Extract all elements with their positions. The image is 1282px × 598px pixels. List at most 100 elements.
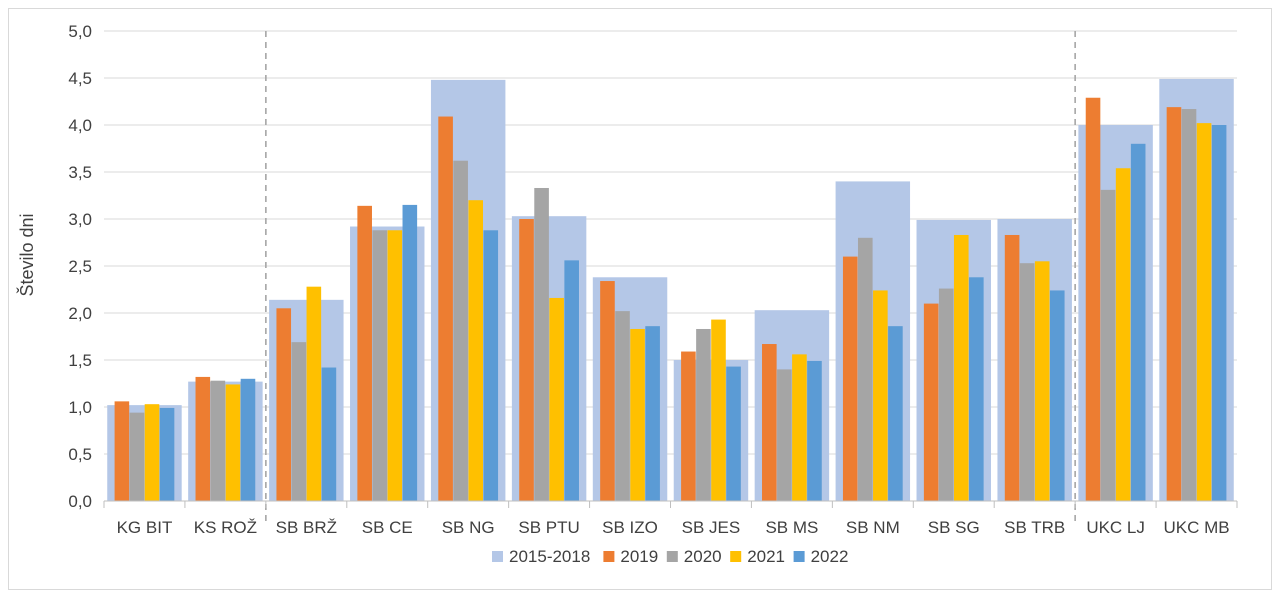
bar-2021 [1034,261,1050,501]
legend-swatch [603,551,615,562]
bar-2019 [681,351,696,501]
group-separators [265,31,1076,521]
bar-2022 [402,204,418,501]
y-tick-label: 2,0 [68,304,92,323]
bar-2021 [873,290,888,501]
bar-2020 [938,288,954,501]
bar-2019 [114,401,130,501]
bar-2021 [306,286,322,501]
legend-swatch [666,551,678,562]
bar-2022 [807,360,822,501]
x-tick-label: SB TRB [1004,518,1065,537]
bar-2022 [321,367,337,501]
x-tick-labels: KG BIT KS ROŽ SB BRŽ SB CE SB NG SB PTU SB IZO… [117,518,1230,537]
x-tick-label: UKC MB [1163,518,1229,537]
legend-label: 2020 [684,547,722,566]
x-tick-label: SB NM [846,518,900,537]
bar-2020 [210,380,226,501]
bar-2022 [645,326,660,501]
legend-swatch [492,551,503,562]
bar-2022 [1130,143,1146,502]
bar-2021 [387,230,403,501]
bar-2021 [225,384,241,501]
bar-2019 [195,376,211,501]
bar-2021 [549,297,564,501]
x-axis [103,500,1238,508]
bar-2022 [240,378,256,501]
bar-2022 [564,260,579,501]
bar-2019 [842,256,858,501]
legend-swatch [793,551,805,562]
bar-2020 [453,160,468,501]
bar-2020 [615,311,630,501]
y-tick-label: 0,5 [68,445,92,464]
y-tick-label: 3,5 [68,163,92,182]
bar-2019 [276,308,292,501]
bar-2020 [129,412,145,501]
y-tick-label: 5,0 [68,22,92,41]
x-tick-label: SB IZO [602,518,658,537]
bar-2019 [923,303,939,501]
bar-chart: 0,0 0,5 1,0 1,5 2,0 2,5 3,0 3,5 4,0 4,5 5,0 KG BIT… [16,22,1238,566]
bar-2021 [144,404,160,501]
x-tick-label: SB PTU [518,518,579,537]
y-tick-label: 2,5 [68,257,92,276]
bar-2020 [1019,263,1035,501]
series-bars [114,97,1227,502]
bar-2020 [291,342,307,501]
bar-2020 [1181,109,1197,502]
x-tick-label: KG BIT [117,518,173,537]
bar-2020 [534,187,549,502]
bar-2022 [159,407,175,501]
x-tick-label: SB JES [682,518,741,537]
bar-2022 [969,277,984,501]
y-tick-label: 4,5 [68,69,92,88]
bar-2020 [696,328,711,501]
x-tick-label: UKC LJ [1086,518,1145,537]
bar-2019 [519,219,534,501]
x-tick-label: SB CE [362,518,413,537]
bar-2021 [711,319,726,501]
bar-2020 [1100,189,1116,502]
bar-2019 [438,116,453,501]
bar-2020 [777,369,792,501]
bar-2021 [792,354,807,501]
bar-2022 [888,326,903,501]
bar-2021 [1196,123,1212,502]
bar-2020 [857,237,873,502]
bar-2022 [1049,290,1065,501]
bar-2019 [600,281,615,501]
legend-swatch [730,551,742,562]
x-tick-label: SB MS [765,518,818,537]
y-tick-label: 3,0 [68,210,92,229]
y-tick-label: 1,5 [68,351,92,370]
x-tick-label: SB SG [928,518,980,537]
background-bars [107,78,1234,501]
bar-2021 [1115,168,1131,502]
y-axis-label: Število dni [16,213,37,296]
bar-2019 [1085,97,1101,502]
bar-2022 [726,366,741,501]
bar-2021 [468,200,484,501]
legend-label: 2019 [620,547,658,566]
legend-label: 2022 [811,547,849,566]
legend: 2015-2018 2019 2020 2021 2022 [492,547,848,566]
bar-2021 [953,234,969,502]
bar-2019 [357,205,372,501]
bar-2022 [483,230,499,501]
bar-2021 [630,328,645,501]
y-tick-label: 4,0 [68,116,92,135]
y-tick-label: 0,0 [68,492,92,511]
x-tick-label: SB NG [442,518,495,537]
bar-2019 [762,344,777,501]
x-tick-label: SB BRŽ [276,518,337,537]
bar-2019 [1004,234,1020,502]
legend-label: 2021 [747,547,785,566]
y-tick-labels: 0,0 0,5 1,0 1,5 2,0 2,5 3,0 3,5 4,0 4,5 5,0 [68,22,92,511]
legend-label: 2015-2018 [509,547,590,566]
chart-frame: 0,0 0,5 1,0 1,5 2,0 2,5 3,0 3,5 4,0 4,5 5,0 KG BIT… [8,8,1272,590]
bar-2020 [372,230,388,501]
bar-2022 [1211,125,1227,501]
x-tick-label: KS ROŽ [194,518,257,537]
y-tick-label: 1,0 [68,398,92,417]
